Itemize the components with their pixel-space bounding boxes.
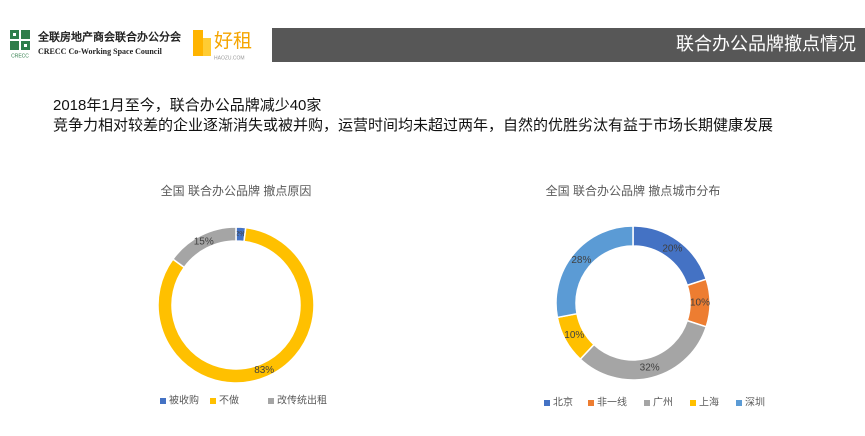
page-title: 联合办公品牌撤点情况 xyxy=(676,34,856,54)
logo-small: CRECC xyxy=(11,53,29,59)
legend-label: 不做 xyxy=(219,394,239,407)
logo-icon xyxy=(10,30,30,50)
donut-segment xyxy=(632,225,708,287)
legend-swatch xyxy=(210,398,216,404)
legend-swatch xyxy=(544,400,550,406)
org-cn: 全联房地产商会联合办公分会 xyxy=(37,30,182,44)
chart-title: 全国 联合办公品牌 撤点城市分布 xyxy=(546,183,721,198)
value-label: 15% xyxy=(194,236,214,247)
brand-url: HAOZU.COM xyxy=(214,55,245,61)
legend-label: 北京 xyxy=(553,396,573,409)
value-label: 10% xyxy=(690,298,710,309)
legend-label: 上海 xyxy=(699,396,719,409)
donut-segment xyxy=(157,226,315,384)
brand: 好租 xyxy=(214,30,252,52)
legend-swatch xyxy=(736,400,742,406)
legend-label: 非一线 xyxy=(597,396,627,409)
legend-swatch xyxy=(588,400,594,406)
chart-title: 全国 联合办公品牌 撤点原因 xyxy=(161,183,312,198)
legend-swatch xyxy=(644,400,650,406)
summary-line: 2018年1月至今，联合办公品牌减少40家 xyxy=(53,97,321,114)
summary-line: 竞争力相对较差的企业逐渐消失或被并购，运营时间均未超过两年，自然的优胜劣汰有益于… xyxy=(53,116,773,134)
legend-label: 被收购 xyxy=(169,394,199,407)
org-en: CRECC Co-Working Space Council xyxy=(38,47,163,56)
donut-segment xyxy=(555,225,634,319)
title-bar xyxy=(272,28,865,62)
legend-label: 广州 xyxy=(653,397,673,409)
value-label: 10% xyxy=(564,330,584,341)
donut-segment xyxy=(171,226,237,269)
value-label: 28% xyxy=(571,255,591,266)
value-label: 2% xyxy=(235,231,245,238)
legend-swatch xyxy=(160,398,166,404)
value-label: 32% xyxy=(640,363,660,374)
brand-icon xyxy=(193,30,211,56)
value-label: 20% xyxy=(662,243,682,254)
legend-label: 深圳 xyxy=(745,397,765,409)
legend-swatch xyxy=(268,398,274,404)
legend-label: 改传统出租 xyxy=(277,394,327,407)
legend-swatch xyxy=(690,400,696,406)
value-label: 83% xyxy=(254,365,274,376)
